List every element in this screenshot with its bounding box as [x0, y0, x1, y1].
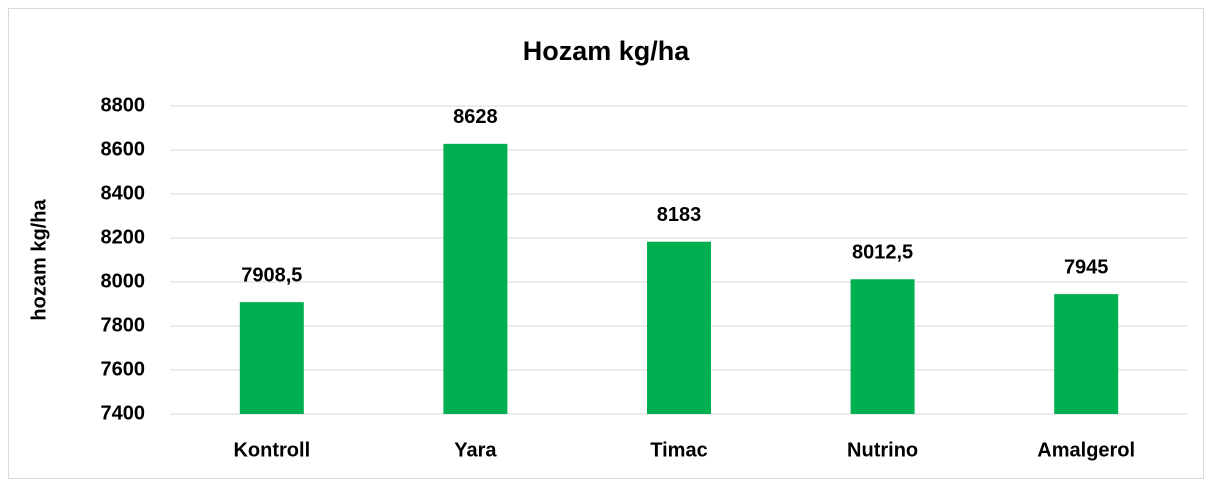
bar [647, 241, 711, 414]
y-tick-label: 8800 [101, 94, 146, 116]
data-label: 8628 [453, 106, 498, 128]
y-tick-label: 7800 [101, 314, 146, 336]
x-tick-label: Kontroll [233, 439, 310, 461]
chart-border [8, 8, 1204, 479]
chart-title: Hozam kg/ha [523, 36, 691, 66]
x-tick-label: Nutrino [847, 439, 918, 461]
data-label: 7908,5 [241, 264, 302, 286]
y-axis-label: hozam kg/ha [28, 199, 50, 321]
y-tick-label: 8000 [101, 270, 146, 292]
y-tick-label: 7400 [101, 402, 146, 424]
data-label: 8012,5 [852, 242, 913, 264]
data-label: 7945 [1064, 256, 1109, 278]
y-tick-label: 7600 [101, 358, 146, 380]
y-tick-label: 8600 [101, 138, 146, 160]
bar [443, 143, 508, 414]
x-tick-label: Timac [650, 439, 707, 461]
x-tick-label: Amalgerol [1037, 439, 1135, 461]
y-tick-label: 8400 [101, 182, 146, 204]
x-tick-label: Yara [454, 439, 497, 461]
bar [239, 302, 304, 414]
bar [1054, 294, 1119, 414]
data-label: 8183 [657, 204, 702, 226]
y-tick-label: 8200 [101, 226, 146, 248]
bar [850, 279, 915, 414]
